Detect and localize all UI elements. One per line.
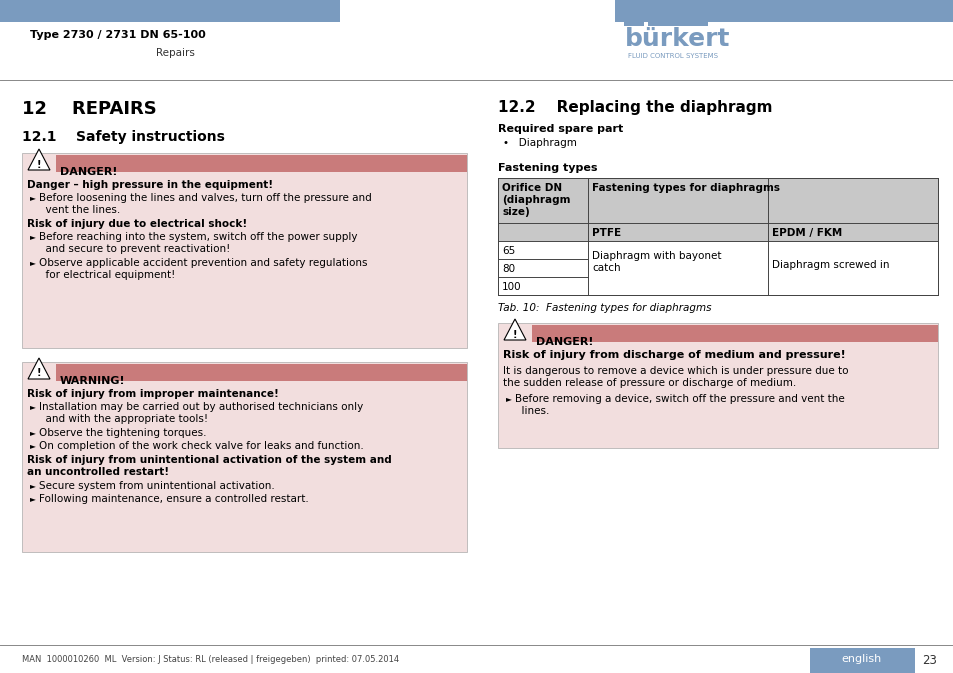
Text: ►: ► — [30, 258, 36, 267]
Text: for electrical equipment!: for electrical equipment! — [39, 270, 175, 280]
Text: Risk of injury from unintentional activation of the system and: Risk of injury from unintentional activa… — [27, 455, 392, 465]
Text: an uncontrolled restart!: an uncontrolled restart! — [27, 467, 169, 477]
Text: and with the appropriate tools!: and with the appropriate tools! — [39, 414, 208, 424]
Polygon shape — [503, 319, 525, 340]
Bar — [497, 178, 937, 295]
Text: ►: ► — [30, 481, 36, 490]
Text: Diaphragm with bayonet: Diaphragm with bayonet — [592, 251, 720, 261]
Text: Tab. 10:  Fastening types for diaphragms: Tab. 10: Fastening types for diaphragms — [497, 303, 711, 313]
Bar — [809, 648, 914, 673]
Text: size): size) — [501, 207, 529, 217]
Text: FLUID CONTROL SYSTEMS: FLUID CONTROL SYSTEMS — [627, 53, 718, 59]
Text: PTFE: PTFE — [592, 228, 620, 238]
Text: lines.: lines. — [515, 406, 549, 416]
Text: Required spare part: Required spare part — [497, 124, 622, 134]
Bar — [497, 223, 587, 241]
Text: Fastening types: Fastening types — [497, 163, 597, 173]
Text: Observe applicable accident prevention and safety regulations: Observe applicable accident prevention a… — [39, 258, 367, 268]
Text: Before loosening the lines and valves, turn off the pressure and: Before loosening the lines and valves, t… — [39, 193, 372, 203]
Text: ►: ► — [30, 402, 36, 411]
Bar — [497, 178, 587, 223]
Text: •   Diaphragm: • Diaphragm — [502, 138, 577, 148]
Text: Before removing a device, switch off the pressure and vent the: Before removing a device, switch off the… — [515, 394, 843, 404]
Bar — [22, 362, 467, 552]
Text: Risk of injury due to electrical shock!: Risk of injury due to electrical shock! — [27, 219, 247, 229]
Text: Danger – high pressure in the equipment!: Danger – high pressure in the equipment! — [27, 180, 273, 190]
Text: Fastening types for diaphragms: Fastening types for diaphragms — [592, 183, 780, 193]
Bar — [56, 364, 467, 381]
Text: 80: 80 — [501, 264, 515, 274]
Text: WARNING!: WARNING! — [60, 376, 126, 386]
Text: It is dangerous to remove a device which is under pressure due to: It is dangerous to remove a device which… — [502, 366, 847, 376]
Text: (diaphragm: (diaphragm — [501, 195, 570, 205]
Bar — [587, 178, 937, 223]
Text: the sudden release of pressure or discharge of medium.: the sudden release of pressure or discha… — [502, 378, 796, 388]
Text: Risk of injury from discharge of medium and pressure!: Risk of injury from discharge of medium … — [502, 350, 845, 360]
Text: Following maintenance, ensure a controlled restart.: Following maintenance, ensure a controll… — [39, 494, 309, 504]
Bar — [647, 22, 707, 26]
Text: catch: catch — [592, 263, 620, 273]
Text: ►: ► — [30, 193, 36, 202]
Bar — [22, 153, 467, 348]
Text: ►: ► — [30, 232, 36, 241]
Text: Secure system from unintentional activation.: Secure system from unintentional activat… — [39, 481, 274, 491]
Bar — [532, 325, 937, 342]
Bar — [623, 22, 643, 26]
Text: Before reaching into the system, switch off the power supply: Before reaching into the system, switch … — [39, 232, 357, 242]
Text: ►: ► — [30, 494, 36, 503]
Text: Repairs: Repairs — [155, 48, 194, 58]
Text: Diaphragm screwed in: Diaphragm screwed in — [771, 260, 888, 270]
Text: !: ! — [512, 330, 517, 339]
Bar — [497, 178, 937, 295]
Text: 12.2    Replacing the diaphragm: 12.2 Replacing the diaphragm — [497, 100, 772, 115]
Text: bürkert: bürkert — [624, 27, 730, 51]
Polygon shape — [28, 149, 50, 170]
Text: Type 2730 / 2731 DN 65-100: Type 2730 / 2731 DN 65-100 — [30, 30, 206, 40]
Text: EPDM / FKM: EPDM / FKM — [771, 228, 841, 238]
Text: 23: 23 — [922, 654, 937, 667]
Text: 12    REPAIRS: 12 REPAIRS — [22, 100, 156, 118]
Text: Risk of injury from improper maintenance!: Risk of injury from improper maintenance… — [27, 389, 278, 399]
Text: Observe the tightening torques.: Observe the tightening torques. — [39, 428, 206, 438]
Bar — [615, 0, 953, 22]
Text: vent the lines.: vent the lines. — [39, 205, 120, 215]
Text: On completion of the work check valve for leaks and function.: On completion of the work check valve fo… — [39, 441, 363, 451]
Text: !: ! — [37, 160, 41, 170]
Text: Installation may be carried out by authorised technicians only: Installation may be carried out by autho… — [39, 402, 363, 412]
Text: Orifice DN: Orifice DN — [501, 183, 561, 193]
Text: and secure to prevent reactivation!: and secure to prevent reactivation! — [39, 244, 230, 254]
Text: english: english — [841, 654, 882, 664]
Text: DANGER!: DANGER! — [60, 167, 117, 177]
Text: ►: ► — [30, 428, 36, 437]
Text: 100: 100 — [501, 282, 521, 292]
Polygon shape — [28, 358, 50, 379]
Bar — [618, 22, 767, 77]
Text: 65: 65 — [501, 246, 515, 256]
Bar — [0, 0, 339, 22]
Text: !: ! — [37, 369, 41, 378]
Text: DANGER!: DANGER! — [536, 337, 593, 347]
Bar — [587, 223, 937, 241]
Bar — [56, 155, 467, 172]
Text: ►: ► — [30, 441, 36, 450]
Bar — [497, 323, 937, 448]
Text: 12.1    Safety instructions: 12.1 Safety instructions — [22, 130, 225, 144]
Text: ►: ► — [505, 394, 512, 403]
Text: MAN  1000010260  ML  Version: J Status: RL (released | freigegeben)  printed: 07: MAN 1000010260 ML Version: J Status: RL … — [22, 655, 398, 664]
